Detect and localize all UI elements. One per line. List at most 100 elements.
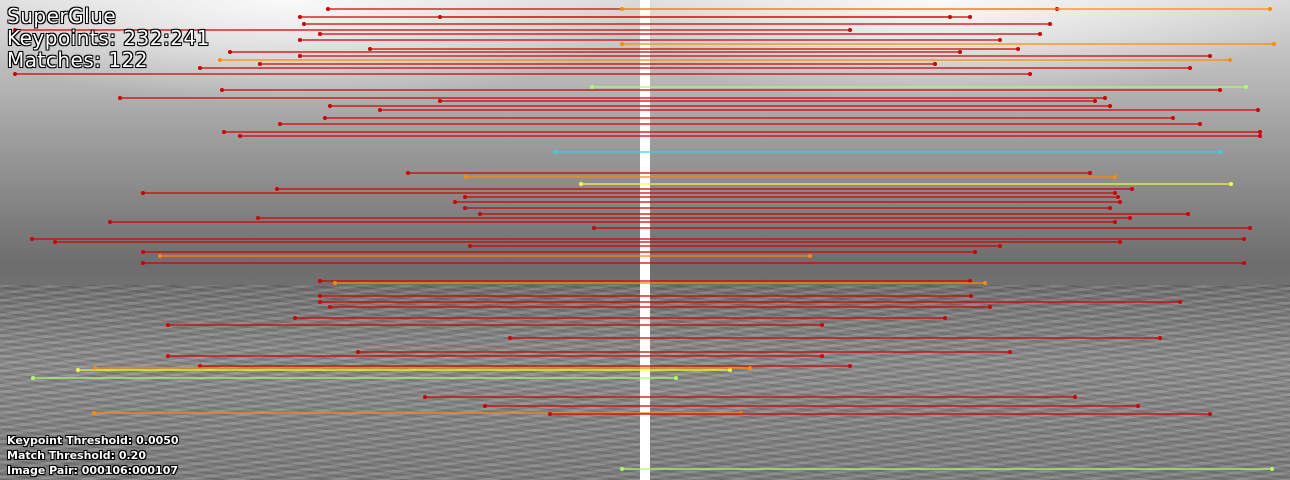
image-divider: [640, 0, 650, 480]
keypoint-marker: [1256, 108, 1260, 112]
keypoint-marker: [326, 7, 330, 11]
keypoint-marker: [328, 104, 332, 108]
keypoint-marker: [453, 200, 457, 204]
keypoint-marker: [438, 15, 442, 19]
keypoint-marker: [438, 99, 442, 103]
keypoint-marker: [1113, 175, 1117, 179]
keypoint-marker: [141, 261, 145, 265]
keypoint-marker: [378, 108, 382, 112]
keypoint-marker: [1093, 99, 1097, 103]
keypoint-marker: [1268, 7, 1272, 11]
keypoint-marker: [1244, 85, 1248, 89]
keypoint-marker: [1118, 200, 1122, 204]
keypoint-marker: [108, 220, 112, 224]
keypoint-marker: [1108, 206, 1112, 210]
keypoint-marker: [1218, 88, 1222, 92]
keypoint-marker: [1229, 182, 1233, 186]
keypoint-marker: [1258, 130, 1262, 134]
keypoint-marker: [158, 254, 162, 258]
keypoint-marker: [258, 62, 262, 66]
keypoint-marker: [1088, 171, 1092, 175]
keypoint-marker: [592, 226, 596, 230]
keypoint-marker: [298, 54, 302, 58]
keypoint-marker: [218, 58, 222, 62]
keypoint-marker: [1270, 467, 1274, 471]
keypoint-marker: [1178, 300, 1182, 304]
keypoint-marker: [808, 254, 812, 258]
keypoint-marker: [620, 467, 624, 471]
keypoint-marker: [333, 281, 337, 285]
keypoint-marker: [1248, 226, 1252, 230]
keypoint-marker: [620, 7, 624, 11]
match-threshold-label: Match Threshold: 0.20: [7, 449, 146, 462]
keypoint-marker: [988, 305, 992, 309]
keypoint-marker: [141, 191, 145, 195]
keypoint-marker: [328, 305, 332, 309]
keypoint-threshold-label: Keypoint Threshold: 0.0050: [7, 434, 179, 447]
keypoint-marker: [1008, 350, 1012, 354]
keypoint-marker: [1171, 116, 1175, 120]
keypoint-marker: [238, 134, 242, 138]
matches-label: Matches: 122: [7, 48, 149, 72]
keypoint-marker: [318, 279, 322, 283]
keypoint-marker: [463, 206, 467, 210]
keypoint-marker: [1028, 72, 1032, 76]
keypoint-marker: [293, 316, 297, 320]
keypoint-marker: [848, 364, 852, 368]
keypoint-marker: [423, 395, 427, 399]
keypoint-marker: [590, 85, 594, 89]
keypoint-marker: [118, 96, 122, 100]
keypoint-marker: [468, 244, 472, 248]
keypoint-marker: [1113, 191, 1117, 195]
keypoint-marker: [820, 354, 824, 358]
keypoint-marker: [13, 28, 17, 32]
keypoint-marker: [1073, 395, 1077, 399]
keypoint-marker: [478, 212, 482, 216]
keypoint-marker: [553, 150, 557, 154]
keypoint-marker: [1242, 261, 1246, 265]
keypoint-marker: [1016, 47, 1020, 51]
keypoint-marker: [1130, 187, 1134, 191]
keypoint-marker: [983, 281, 987, 285]
keypoint-marker: [220, 88, 224, 92]
keypoint-marker: [13, 72, 17, 76]
keypoint-marker: [1208, 412, 1212, 416]
keypoint-marker: [76, 368, 80, 372]
keypoint-marker: [318, 294, 322, 298]
keypoint-marker: [998, 244, 1002, 248]
keypoint-marker: [820, 323, 824, 327]
keypoint-marker: [298, 38, 302, 42]
keypoint-marker: [1113, 220, 1117, 224]
keypoint-marker: [368, 47, 372, 51]
keypoint-marker: [31, 376, 35, 380]
keypoint-marker: [166, 323, 170, 327]
keypoint-marker: [1242, 237, 1246, 241]
keypoint-marker: [318, 32, 322, 36]
keypoint-marker: [166, 354, 170, 358]
keypoint-marker: [579, 182, 583, 186]
method-label: SuperGlue: [7, 4, 117, 28]
keypoint-marker: [1188, 66, 1192, 70]
keypoint-marker: [1118, 240, 1122, 244]
keypoint-marker: [30, 237, 34, 241]
keypoint-marker: [256, 216, 260, 220]
keypoint-marker: [483, 404, 487, 408]
keypoint-marker: [958, 50, 962, 54]
keypoint-marker: [728, 368, 732, 372]
keypoint-marker: [620, 42, 624, 46]
keypoint-marker: [323, 116, 327, 120]
keypoint-marker: [548, 412, 552, 416]
keypoint-marker: [1108, 104, 1112, 108]
keypoint-marker: [508, 336, 512, 340]
keypoint-marker: [1136, 404, 1140, 408]
keypoint-marker: [1128, 216, 1132, 220]
keypoint-marker: [1048, 22, 1052, 26]
keypoint-marker: [278, 122, 282, 126]
keypoint-marker: [406, 171, 410, 175]
keypoint-marker: [968, 279, 972, 283]
keypoint-marker: [848, 28, 852, 32]
keypoint-marker: [1038, 32, 1042, 36]
keypoint-marker: [1116, 195, 1120, 199]
